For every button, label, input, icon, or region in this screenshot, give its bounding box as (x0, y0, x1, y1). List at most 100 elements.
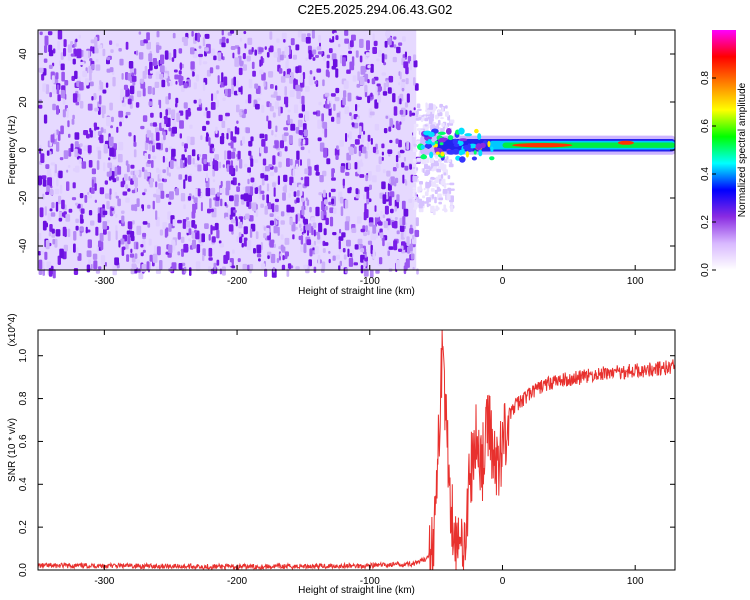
noise-speck (438, 197, 444, 201)
noise-speck (374, 123, 380, 131)
noise-speck (167, 211, 171, 220)
noise-speck (52, 48, 56, 54)
noise-speck (149, 178, 154, 188)
noise-speck (58, 60, 61, 66)
noise-speck (88, 210, 93, 216)
noise-speck (384, 205, 389, 215)
noise-speck (79, 61, 85, 66)
noise-speck (91, 179, 94, 188)
noise-speck (318, 192, 322, 196)
noise-speck (317, 234, 321, 240)
snr-frame (37, 329, 676, 571)
noise-speck (269, 213, 274, 217)
noise-speck (355, 50, 359, 58)
noise-speck (386, 30, 391, 39)
noise-speck (382, 214, 386, 219)
noise-speck (434, 196, 437, 204)
noise-speck (349, 61, 355, 71)
noise-speck (387, 149, 393, 154)
noise-speck (273, 225, 278, 234)
noise-speck (237, 46, 241, 55)
noise-speck (439, 103, 443, 108)
noise-speck (121, 215, 125, 224)
noise-speck (413, 123, 419, 127)
noise-speck (149, 122, 154, 127)
noise-speck (136, 90, 142, 98)
noise-speck (211, 93, 214, 102)
noise-speck (320, 210, 324, 220)
noise-speck (272, 112, 276, 118)
y-tick-label: 40 (18, 48, 29, 60)
noise-speck (342, 97, 346, 106)
noise-speck (89, 71, 92, 81)
noise-speck (308, 50, 312, 60)
noise-speck (312, 57, 316, 61)
noise-speck (136, 50, 139, 56)
noise-speck (271, 130, 274, 136)
noise-speck (67, 120, 70, 128)
noise-speck (181, 154, 185, 161)
noise-speck (339, 260, 342, 267)
noise-speck (138, 52, 144, 60)
noise-speck (155, 181, 158, 188)
noise-speck (59, 184, 63, 194)
noise-speck (149, 143, 152, 152)
noise-speck (172, 32, 176, 39)
noise-speck (396, 194, 400, 203)
noise-speck (269, 105, 274, 112)
noise-speck (235, 218, 238, 227)
noise-speck (77, 203, 81, 209)
noise-speck (206, 172, 208, 182)
noise-speck (226, 164, 230, 172)
noise-speck (264, 46, 267, 50)
noise-speck (54, 130, 57, 140)
noise-speck (227, 150, 232, 160)
noise-speck (118, 240, 121, 248)
noise-speck (111, 170, 115, 180)
noise-speck (68, 133, 71, 138)
noise-speck (167, 82, 170, 87)
noise-speck (225, 187, 230, 196)
noise-speck (367, 65, 371, 69)
noise-speck (395, 138, 399, 144)
noise-speck (255, 231, 259, 240)
noise-speck (401, 200, 406, 210)
noise-speck (431, 194, 435, 199)
noise-speck (343, 254, 347, 260)
spectrogram-x-axis-label: Height of straight line (km) (298, 286, 415, 297)
noise-speck (442, 188, 448, 194)
noise-speck (154, 81, 160, 88)
noise-speck (115, 43, 119, 47)
noise-speck (247, 264, 250, 271)
noise-speck (395, 120, 399, 129)
noise-speck (136, 198, 140, 207)
signal-blob (427, 139, 432, 143)
noise-speck (344, 38, 349, 44)
noise-speck (93, 260, 98, 270)
noise-speck (365, 52, 370, 57)
noise-speck (183, 83, 188, 89)
noise-speck (296, 163, 299, 170)
noise-speck (394, 206, 397, 212)
spectrogram-x-ticks: -300 -200 -100 0 100 (94, 30, 644, 287)
noise-speck (98, 240, 102, 248)
noise-speck (109, 188, 112, 195)
noise-speck (249, 172, 251, 177)
noise-speck (322, 189, 326, 198)
noise-speck (123, 84, 128, 90)
noise-speck (204, 223, 209, 229)
noise-speck (44, 206, 47, 216)
noise-speck (269, 45, 274, 53)
noise-speck (212, 147, 215, 152)
noise-speck (275, 85, 278, 91)
noise-speck (170, 155, 175, 161)
noise-speck (281, 134, 287, 142)
noise-speck (406, 246, 411, 254)
noise-speck (441, 122, 445, 127)
noise-speck (230, 141, 234, 149)
noise-speck (156, 142, 161, 150)
noise-speck (241, 242, 244, 248)
noise-speck (385, 115, 389, 119)
noise-speck (78, 34, 81, 39)
noise-speck (326, 60, 330, 69)
